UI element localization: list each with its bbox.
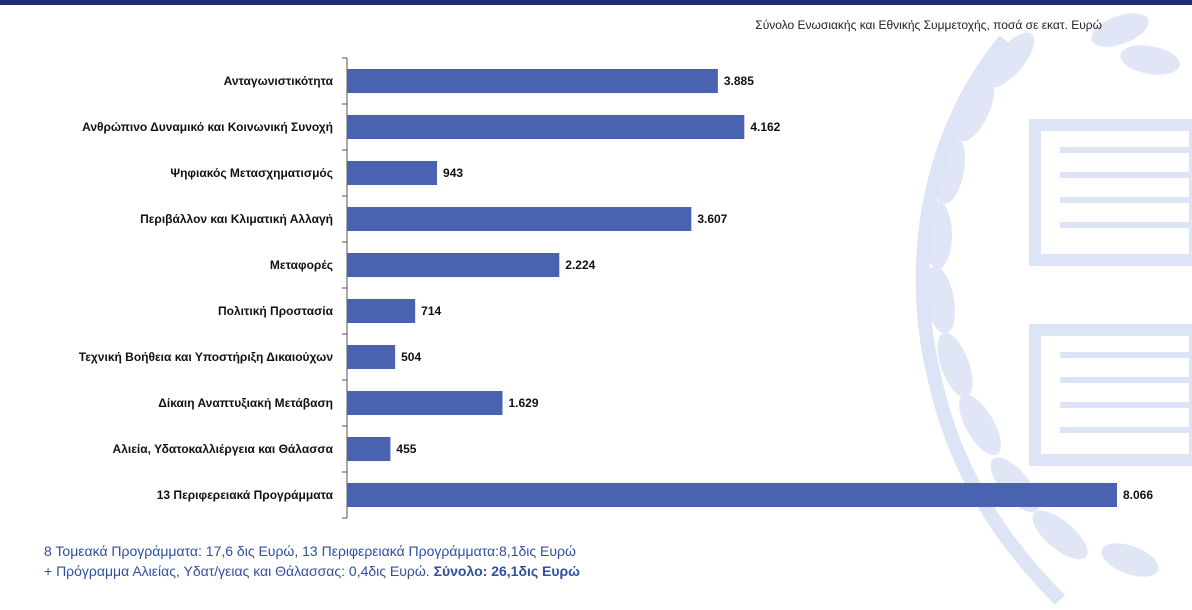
- bar: [347, 207, 692, 231]
- value-label: 2.224: [565, 258, 595, 272]
- category-label: Δίκαιη Αναπτυξιακή Μετάβαση: [158, 396, 333, 410]
- category-label: Τεχνική Βοήθεια και Υποστήριξη Δικαιούχω…: [79, 350, 334, 364]
- value-label: 4.162: [750, 120, 780, 134]
- value-label: 8.066: [1123, 488, 1153, 502]
- bar: [347, 69, 718, 93]
- chart-subtitle: Σύνολο Ενωσιακής και Εθνικής Συμμετοχής,…: [755, 18, 1102, 32]
- value-label: 3.607: [697, 212, 727, 226]
- category-label: Μεταφορές: [270, 258, 333, 272]
- top-border: [0, 0, 1192, 5]
- value-label: 1.629: [509, 396, 539, 410]
- bar: [347, 161, 438, 185]
- category-label: Περιβάλλον και Κλιματική Αλλαγή: [140, 212, 333, 226]
- category-label: Αλιεία, Υδατοκαλλιέργεια και Θάλασσα: [113, 442, 334, 456]
- bar-chart: Ανταγωνιστικότητα 3.885 Ανθρώπινο Δυναμικό…: [79, 57, 1153, 519]
- bar: [347, 391, 503, 415]
- value-label: 455: [396, 442, 416, 456]
- bar: [347, 253, 560, 277]
- footnote-total: Σύνολο: 26,1δις Ευρώ: [433, 563, 580, 579]
- category-label: Πολιτική Προστασία: [218, 304, 334, 318]
- category-label: 13 Περιφερειακά Προγράμματα: [157, 488, 334, 502]
- category-label: Ανθρώπινο Δυναμικό και Κοινωνική Συνοχή: [82, 120, 333, 134]
- bar: [347, 483, 1117, 507]
- value-label: 3.885: [724, 74, 754, 88]
- bar: [347, 299, 416, 323]
- bar: [347, 345, 396, 369]
- value-label: 714: [421, 304, 441, 318]
- bar: [347, 437, 391, 461]
- value-label: 504: [401, 350, 421, 364]
- footnote-line-2: + Πρόγραμμα Αλιείας, Υδατ/γειας και Θάλα…: [44, 563, 580, 579]
- bar: [347, 115, 745, 139]
- value-label: 943: [443, 166, 463, 180]
- footnote-line-1: 8 Τομεακά Προγράμματα: 17,6 δις Ευρώ, 13…: [44, 543, 576, 559]
- footnote-line-2-text: + Πρόγραμμα Αλιείας, Υδατ/γειας και Θάλα…: [44, 563, 434, 579]
- category-label: Ψηφιακός Μετασχηματισμός: [170, 166, 333, 180]
- category-label: Ανταγωνιστικότητα: [224, 74, 334, 88]
